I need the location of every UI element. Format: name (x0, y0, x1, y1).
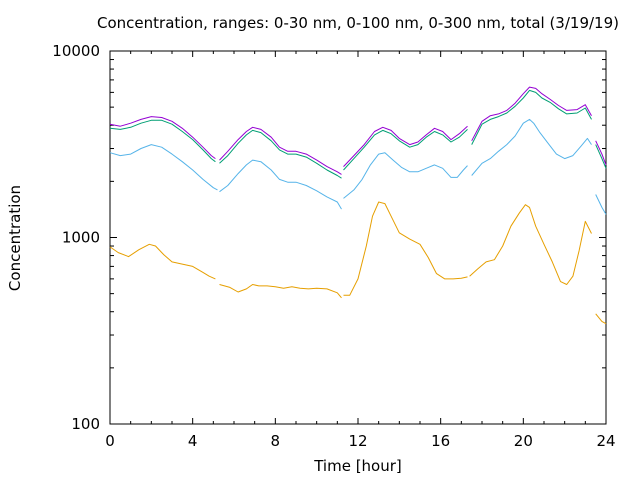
series-line-4 (109, 116, 216, 160)
x-axis-label: Time [hour] (313, 457, 402, 475)
series-line-1 (343, 201, 468, 296)
y-axis: 100 1000 10000 (52, 42, 606, 433)
series-line-1 (219, 284, 342, 299)
series-line-3 (595, 144, 607, 169)
x-tick-label: 24 (596, 432, 615, 450)
series-line-2 (595, 194, 607, 215)
series-line-1 (109, 243, 216, 280)
series-line-4 (471, 86, 592, 142)
series-line-3 (343, 129, 468, 171)
x-tick-label: 16 (431, 432, 450, 450)
series-line-2 (343, 152, 468, 199)
y-tick-label: 10000 (52, 42, 100, 60)
x-tick-label: 0 (105, 432, 115, 450)
series-line-2 (219, 159, 342, 210)
y-tick-label: 100 (71, 415, 100, 433)
x-tick-label: 8 (271, 432, 281, 450)
series-line-3 (219, 129, 342, 179)
series-line-2 (109, 144, 218, 191)
series-line-4 (343, 125, 468, 167)
series-layer (109, 86, 607, 325)
series-line-2 (471, 118, 592, 176)
series-line-3 (109, 119, 216, 163)
y-tick-label: 1000 (62, 229, 100, 247)
series-line-4 (219, 126, 342, 175)
series-line-1 (469, 204, 592, 285)
x-tick-label: 12 (348, 432, 367, 450)
x-tick-label: 4 (188, 432, 198, 450)
series-line-4 (595, 140, 607, 166)
plot-frame (109, 50, 607, 425)
x-tick-label: 20 (514, 432, 533, 450)
series-line-3 (471, 89, 592, 145)
x-axis: 0 4 8 12 16 20 24 (105, 51, 616, 450)
series-line-1 (595, 313, 607, 325)
chart-title: Concentration, ranges: 0-30 nm, 0-100 nm… (97, 14, 619, 32)
y-axis-label: Concentration (6, 185, 24, 291)
